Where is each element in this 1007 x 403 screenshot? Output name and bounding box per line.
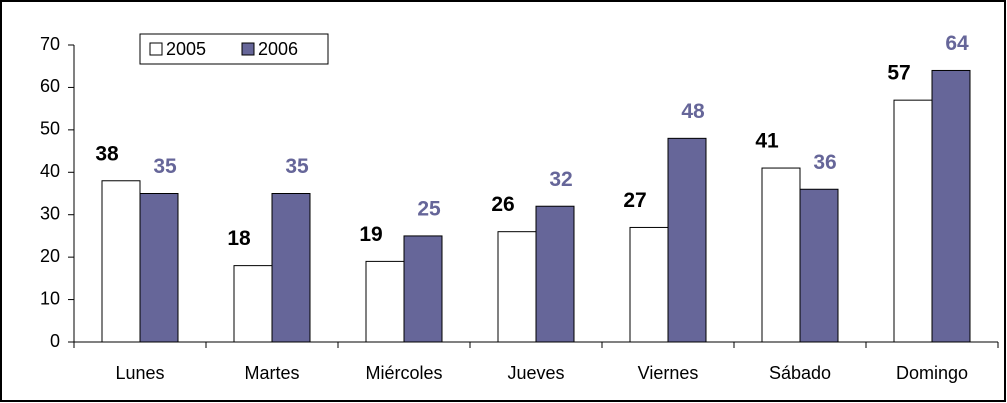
data-label: 18	[227, 227, 251, 250]
y-tick-label: 10	[40, 288, 60, 308]
bar	[667, 137, 707, 343]
x-tick-label: Sábado	[769, 363, 831, 383]
legend-swatch	[241, 42, 255, 56]
data-label: 64	[945, 32, 969, 55]
data-label: 48	[681, 100, 705, 123]
y-tick-label: 50	[40, 119, 60, 139]
bar	[799, 188, 839, 343]
y-tick-label: 20	[40, 246, 60, 266]
x-tick-label: Miércoles	[365, 363, 442, 383]
bar	[403, 235, 443, 343]
bar	[139, 193, 179, 343]
data-label: 35	[153, 155, 177, 178]
bar	[365, 260, 405, 343]
legend-label: 2006	[258, 39, 298, 59]
y-tick-label: 30	[40, 203, 60, 223]
x-tick-label: Jueves	[507, 363, 564, 383]
data-label: 32	[549, 168, 572, 191]
data-label: 41	[755, 130, 779, 153]
x-tick-label: Domingo	[896, 363, 968, 383]
data-label: 27	[623, 189, 646, 212]
data-label: 19	[359, 223, 382, 246]
legend-swatch	[149, 42, 163, 56]
data-label: 57	[887, 62, 910, 85]
bar	[893, 99, 933, 343]
y-tick-label: 0	[50, 331, 60, 351]
bar	[497, 231, 537, 343]
bar	[233, 265, 273, 343]
x-tick-label: Lunes	[115, 363, 164, 383]
data-label: 25	[417, 197, 441, 220]
data-label: 26	[491, 193, 514, 216]
y-tick-label: 60	[40, 76, 60, 96]
data-label: 36	[813, 151, 836, 174]
bar	[761, 167, 801, 343]
legend-box	[139, 33, 329, 65]
bar	[271, 193, 311, 343]
data-label: 35	[285, 155, 309, 178]
legend-label: 2005	[166, 39, 206, 59]
data-label: 38	[95, 142, 119, 165]
bar	[629, 226, 669, 343]
bar	[931, 69, 971, 343]
bar	[101, 180, 141, 343]
y-tick-label: 40	[40, 161, 60, 181]
x-tick-label: Martes	[244, 363, 299, 383]
bar	[535, 205, 575, 343]
x-tick-label: Viernes	[638, 363, 699, 383]
y-tick-label: 70	[40, 34, 60, 54]
